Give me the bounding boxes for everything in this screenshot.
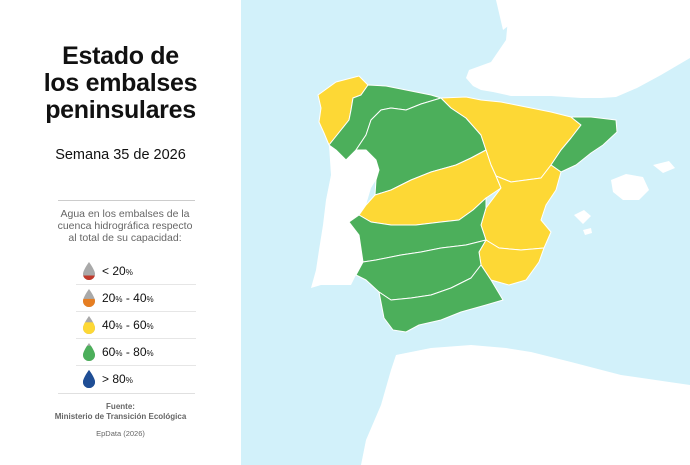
legend-lo: 40 <box>102 318 116 332</box>
legend-item: 20% - 40% <box>76 285 196 312</box>
legend-item: 40% - 60% <box>76 312 196 339</box>
morocco-land <box>361 345 690 465</box>
source-name: Ministerio de Transición Ecológica <box>54 412 187 421</box>
legend-label: > 80% <box>102 372 133 386</box>
legend-lo: 20 <box>102 291 116 305</box>
ibiza-island <box>574 210 591 224</box>
legend-description: Agua en los embalses de la cuenca hidrog… <box>57 208 193 244</box>
divider <box>58 393 195 394</box>
drop-fill <box>83 345 95 361</box>
title-line-3: peninsulares <box>45 96 196 124</box>
drop-fill <box>83 370 95 388</box>
drop-fill <box>83 298 95 307</box>
week-subtitle: Semana 35 de 2026 <box>55 147 186 163</box>
legend-item: 60% - 80% <box>76 339 196 366</box>
legend-lo: 80 <box>112 372 126 386</box>
page-title: Estado de los embalses peninsulares <box>10 43 231 124</box>
water-drop-icon <box>83 289 95 307</box>
legend-lo: 20 <box>112 264 126 278</box>
water-drop-icon <box>83 370 95 388</box>
percent-sign: % <box>125 268 133 277</box>
basin-cataluna <box>550 116 618 173</box>
drop-fill <box>83 275 95 280</box>
percent-sign: % <box>146 349 154 358</box>
portugal-land <box>311 145 383 288</box>
france-land <box>436 0 690 98</box>
legend-hi: 40 <box>133 291 147 305</box>
credit: EpData (2026) <box>96 429 145 438</box>
mallorca-island <box>611 174 649 200</box>
title-line-2: los embalses <box>43 69 198 97</box>
formentera-island <box>583 228 592 235</box>
surrounding-land <box>311 0 690 465</box>
legend-hi: 60 <box>133 318 147 332</box>
legend-label: < 20% <box>102 264 133 278</box>
legend-hi: 80 <box>133 345 147 359</box>
legend-item: < 20% <box>76 258 196 285</box>
legend-prefix: > <box>102 372 113 386</box>
title-line-1: Estado de <box>62 42 179 70</box>
menorca-island <box>653 161 675 173</box>
percent-sign: % <box>146 295 154 304</box>
water-drop-icon <box>83 316 95 334</box>
divider <box>58 200 195 201</box>
info-panel: Estado de los embalses peninsulares Sema… <box>0 0 241 465</box>
percent-sign: % <box>125 376 133 385</box>
source-label: Fuente: <box>106 402 135 411</box>
legend-label: 20% - 40% <box>102 291 154 305</box>
percent-sign: % <box>115 295 123 304</box>
legend-prefix: < <box>102 264 113 278</box>
legend-lo: 60 <box>102 345 116 359</box>
map-of-spain <box>241 0 690 465</box>
percent-sign: % <box>146 322 154 331</box>
percent-sign: % <box>115 349 123 358</box>
water-drop-icon <box>83 343 95 361</box>
basin-andalucia <box>378 264 504 333</box>
legend: < 20% 20% - 40% 40% - 60% 60% - 80% > 80… <box>76 258 196 392</box>
percent-sign: % <box>115 322 123 331</box>
france-land-north <box>496 0 516 30</box>
legend-label: 40% - 60% <box>102 318 154 332</box>
water-drop-icon <box>83 262 95 280</box>
legend-item: > 80% <box>76 366 196 392</box>
drop-fill <box>83 322 95 334</box>
legend-label: 60% - 80% <box>102 345 154 359</box>
